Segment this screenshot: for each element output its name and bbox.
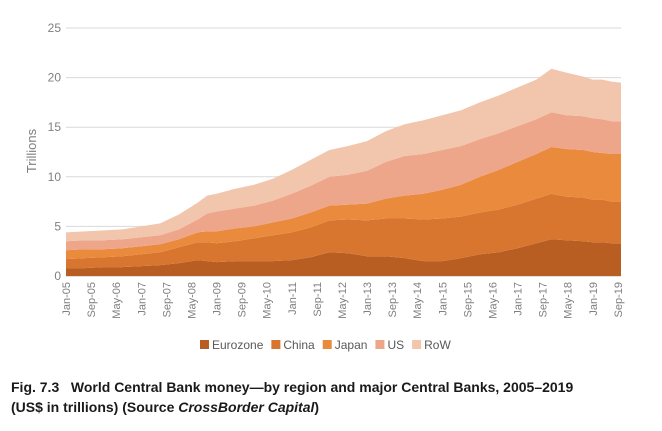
y-axis-label: Trillions [24,128,39,173]
area-series [66,68,621,276]
x-tick-label: Jan-07 [136,282,148,316]
x-tick-label: May-10 [262,282,274,319]
x-tick-label: May-08 [186,282,198,319]
figure-caption: Fig. 7.3 World Central Bank money—by reg… [11,377,651,417]
x-tick-label: Jan-19 [588,282,600,316]
legend: Eurozone China Japan US RoW [200,338,451,352]
x-tick-label: Jan-05 [61,282,73,316]
legend-label-japan: Japan [335,338,368,352]
y-tick-label: 5 [54,219,61,233]
x-tick-label: Sep-05 [86,282,98,317]
y-tick-label: 20 [48,71,62,85]
x-tick-label: Sep-11 [312,282,324,317]
x-tick-label: Sep-07 [161,282,173,317]
source-name: CrossBorder Capital [178,399,315,415]
x-tick-label: Jan-15 [437,282,449,316]
x-tick-label: Sep-09 [237,282,249,317]
y-tick-label: 0 [54,269,61,283]
y-tick-label: 15 [48,120,62,134]
y-tick-label: 25 [48,21,62,35]
x-tick-label: Jan-17 [513,282,525,316]
x-tick-label: May-06 [111,282,123,319]
legend-swatch-japan [322,340,332,349]
figure-number: Fig. 7.3 [11,379,60,395]
x-axis: Jan-05 Sep-05 May-06 Jan-07 Sep-07 May-08 Jan-… [61,282,625,319]
area-china [66,193,621,269]
area-eurozone [66,239,621,276]
stacked-area-chart: 0 5 10 15 20 25 Jan-05 Sep-05 May-06 Jan-07 Sep-0… [24,21,625,352]
x-tick-label: Sep-17 [538,282,550,317]
legend-label-eurozone: Eurozone [212,338,264,352]
x-tick-label: May-14 [412,282,424,319]
figure-units: (US$ in trillions) (Source [11,399,179,415]
x-tick-label: May-16 [487,282,499,319]
x-tick-label: Jan-13 [362,282,374,316]
legend-label-row: RoW [424,338,451,352]
x-tick-label: Sep-19 [613,282,625,317]
x-tick-label: Jan-09 [212,282,224,316]
legend-swatch-eurozone [200,340,209,349]
legend-swatch-us [375,340,385,349]
legend-label-us: US [387,338,404,352]
legend-swatch-row [412,340,422,349]
area-us [66,112,621,251]
caption-closing: ) [314,399,320,415]
x-tick-label: May-12 [337,282,349,319]
area-japan [66,147,621,260]
x-tick-label: Sep-15 [462,282,474,317]
figure-title: World Central Bank money—by region and m… [70,379,574,395]
x-tick-label: Sep-13 [387,282,399,317]
y-axis: 0 5 10 15 20 25 [48,21,62,283]
legend-swatch-china [271,340,281,349]
x-tick-label: Jan-11 [287,282,299,315]
area-row [66,68,621,242]
legend-label-china: China [283,338,315,352]
y-tick-label: 10 [48,170,62,184]
x-tick-label: May-18 [563,282,575,319]
